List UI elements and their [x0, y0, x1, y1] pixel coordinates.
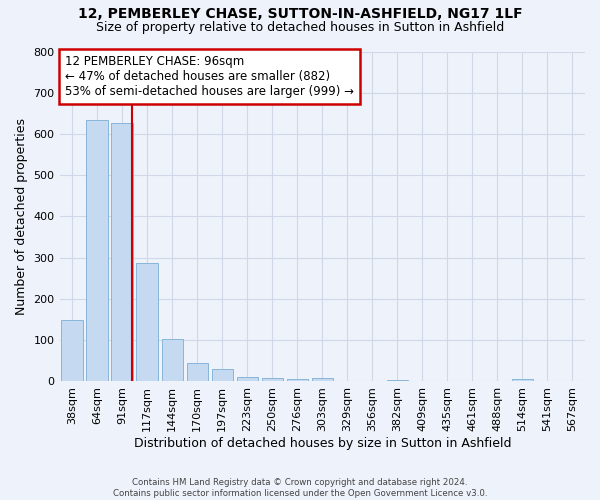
X-axis label: Distribution of detached houses by size in Sutton in Ashfield: Distribution of detached houses by size …	[134, 437, 511, 450]
Y-axis label: Number of detached properties: Number of detached properties	[15, 118, 28, 315]
Bar	[512, 378, 533, 382]
Bar	[387, 380, 408, 382]
Bar	[212, 369, 233, 382]
Bar	[112, 124, 133, 382]
Bar	[262, 378, 283, 382]
Bar	[236, 376, 258, 382]
Bar	[311, 378, 333, 382]
Bar	[187, 364, 208, 382]
Bar	[161, 339, 183, 382]
Text: Contains HM Land Registry data © Crown copyright and database right 2024.
Contai: Contains HM Land Registry data © Crown c…	[113, 478, 487, 498]
Bar	[136, 262, 158, 382]
Text: 12 PEMBERLEY CHASE: 96sqm
← 47% of detached houses are smaller (882)
53% of semi: 12 PEMBERLEY CHASE: 96sqm ← 47% of detac…	[65, 55, 354, 98]
Text: 12, PEMBERLEY CHASE, SUTTON-IN-ASHFIELD, NG17 1LF: 12, PEMBERLEY CHASE, SUTTON-IN-ASHFIELD,…	[77, 8, 523, 22]
Text: Size of property relative to detached houses in Sutton in Ashfield: Size of property relative to detached ho…	[96, 21, 504, 34]
Bar	[287, 378, 308, 382]
Bar	[86, 120, 108, 382]
Bar	[61, 320, 83, 382]
